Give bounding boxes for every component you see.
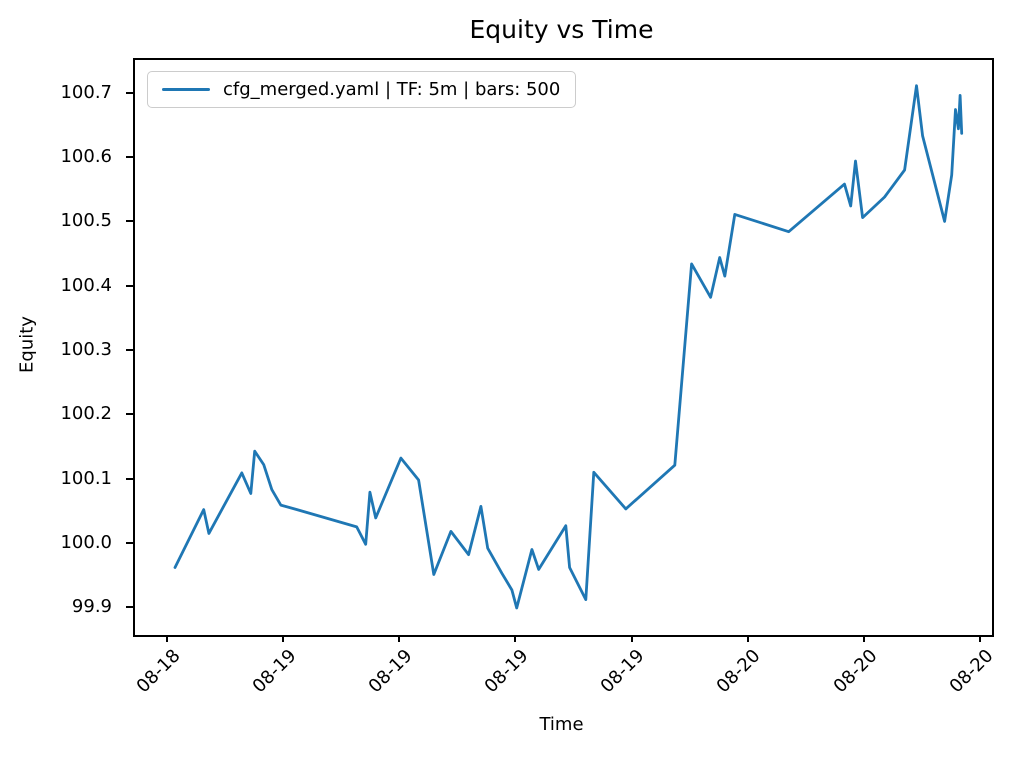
- x-tick-label-text: 08-19: [596, 645, 649, 698]
- legend-line-sample-icon: [162, 88, 210, 91]
- x-tick-mark: [514, 635, 517, 642]
- y-tick-label: 100.5: [60, 210, 112, 232]
- x-tick-label-text: 08-19: [364, 645, 417, 698]
- plot-area: cfg_merged.yaml | TF: 5m | bars: 500: [133, 58, 994, 637]
- x-tick-label-text: 08-20: [712, 645, 765, 698]
- legend: cfg_merged.yaml | TF: 5m | bars: 500: [147, 71, 577, 108]
- x-tick-label-text: 08-18: [132, 645, 185, 698]
- x-axis-label: Time: [539, 714, 584, 735]
- y-tick-mark: [126, 413, 133, 416]
- y-tick-mark: [126, 220, 133, 223]
- equity-line-series: [173, 84, 964, 610]
- x-tick-mark: [630, 635, 633, 642]
- equity-line-chart: [173, 84, 964, 610]
- y-tick-mark: [126, 284, 133, 287]
- y-tick-label: 100.2: [60, 403, 112, 425]
- y-axis-label: Equity: [16, 316, 38, 373]
- y-tick-mark: [126, 541, 133, 544]
- y-tick-label: 99.9: [71, 596, 112, 618]
- x-tick-label-text: 08-19: [480, 645, 533, 698]
- y-tick-label: 100.6: [60, 146, 112, 168]
- x-tick-mark: [398, 635, 401, 642]
- x-tick-label-text: 08-20: [829, 645, 881, 698]
- x-tick-label-text: 08-19: [248, 645, 301, 698]
- x-tick-mark: [165, 635, 168, 642]
- y-tick-mark: [126, 91, 133, 94]
- y-tick-mark: [126, 606, 133, 609]
- y-tick-label: 100.7: [60, 81, 112, 103]
- y-tick-mark: [126, 477, 133, 480]
- y-tick-label: 100.0: [60, 531, 112, 553]
- legend-label: cfg_merged.yaml | TF: 5m | bars: 500: [223, 79, 561, 100]
- y-tick-label: 100.3: [60, 339, 112, 360]
- chart-title: Equity vs Time: [469, 15, 654, 44]
- y-tick-label: 100.1: [60, 467, 112, 489]
- x-tick-mark: [746, 635, 749, 642]
- x-tick-label-text: 08-20: [945, 645, 998, 698]
- y-tick-mark: [126, 156, 133, 159]
- x-tick-mark: [978, 635, 981, 642]
- y-tick-mark: [126, 349, 133, 351]
- y-tick-label: 100.4: [60, 274, 112, 296]
- x-tick-mark: [862, 635, 865, 642]
- x-tick-mark: [282, 635, 285, 642]
